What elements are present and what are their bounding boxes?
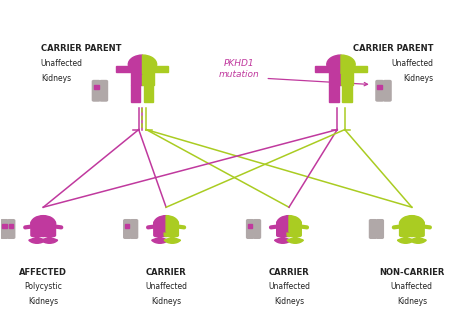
FancyBboxPatch shape [164, 222, 178, 236]
FancyBboxPatch shape [154, 222, 168, 236]
Text: Kidneys: Kidneys [403, 74, 433, 83]
FancyBboxPatch shape [41, 222, 55, 236]
Wedge shape [289, 216, 301, 232]
Text: Unaffected: Unaffected [391, 282, 433, 291]
Wedge shape [277, 216, 289, 232]
Wedge shape [154, 216, 166, 232]
FancyBboxPatch shape [329, 85, 338, 102]
Wedge shape [128, 55, 143, 74]
FancyBboxPatch shape [287, 222, 301, 236]
FancyBboxPatch shape [94, 85, 99, 89]
Text: Kidneys: Kidneys [274, 296, 304, 305]
FancyBboxPatch shape [130, 220, 137, 238]
Wedge shape [287, 237, 303, 243]
FancyBboxPatch shape [277, 222, 291, 236]
Wedge shape [327, 55, 341, 74]
FancyBboxPatch shape [155, 66, 168, 72]
Text: Unaffected: Unaffected [41, 59, 83, 68]
Wedge shape [43, 216, 55, 232]
Wedge shape [31, 216, 43, 232]
FancyBboxPatch shape [143, 61, 155, 85]
FancyBboxPatch shape [369, 220, 376, 238]
Wedge shape [29, 237, 45, 243]
Text: CARRIER: CARRIER [146, 268, 186, 277]
FancyBboxPatch shape [329, 61, 341, 85]
FancyBboxPatch shape [246, 220, 254, 238]
Wedge shape [410, 237, 426, 243]
FancyBboxPatch shape [254, 220, 261, 238]
FancyBboxPatch shape [144, 85, 154, 102]
Text: Kidneys: Kidneys [41, 74, 71, 83]
Wedge shape [166, 216, 178, 232]
FancyBboxPatch shape [117, 66, 131, 72]
Text: Unaffected: Unaffected [391, 59, 433, 68]
FancyBboxPatch shape [376, 220, 383, 238]
FancyBboxPatch shape [31, 222, 45, 236]
Text: Unaffected: Unaffected [145, 282, 187, 291]
Text: CARRIER PARENT: CARRIER PARENT [41, 44, 121, 53]
Text: Kidneys: Kidneys [28, 296, 58, 305]
FancyBboxPatch shape [341, 61, 353, 85]
FancyBboxPatch shape [1, 220, 8, 238]
Wedge shape [41, 237, 58, 243]
Wedge shape [341, 55, 355, 74]
FancyBboxPatch shape [125, 224, 129, 228]
Text: CARRIER: CARRIER [269, 268, 310, 277]
Text: CARRIER PARENT: CARRIER PARENT [353, 44, 433, 53]
FancyBboxPatch shape [131, 85, 140, 102]
FancyBboxPatch shape [377, 85, 382, 89]
FancyBboxPatch shape [353, 66, 367, 72]
Text: Polycystic: Polycystic [24, 282, 62, 291]
FancyBboxPatch shape [124, 220, 131, 238]
Text: NON-CARRIER: NON-CARRIER [379, 268, 445, 277]
FancyBboxPatch shape [342, 85, 352, 102]
Wedge shape [152, 237, 168, 243]
FancyBboxPatch shape [92, 80, 100, 101]
FancyBboxPatch shape [2, 224, 7, 228]
Text: Kidneys: Kidneys [397, 296, 427, 305]
FancyBboxPatch shape [248, 224, 252, 228]
FancyBboxPatch shape [400, 222, 414, 236]
Wedge shape [400, 216, 412, 232]
FancyBboxPatch shape [131, 61, 143, 85]
Text: Unaffected: Unaffected [268, 282, 310, 291]
FancyBboxPatch shape [383, 80, 391, 101]
Text: AFFECTED: AFFECTED [19, 268, 67, 277]
Text: PKHD1
mutation: PKHD1 mutation [219, 59, 260, 79]
Wedge shape [164, 237, 181, 243]
FancyBboxPatch shape [315, 66, 329, 72]
FancyBboxPatch shape [9, 224, 13, 228]
Text: Kidneys: Kidneys [151, 296, 181, 305]
Wedge shape [412, 216, 424, 232]
Wedge shape [397, 237, 414, 243]
FancyBboxPatch shape [100, 80, 108, 101]
FancyBboxPatch shape [376, 80, 383, 101]
FancyBboxPatch shape [8, 220, 15, 238]
FancyBboxPatch shape [410, 222, 424, 236]
Wedge shape [143, 55, 156, 74]
Wedge shape [274, 237, 291, 243]
